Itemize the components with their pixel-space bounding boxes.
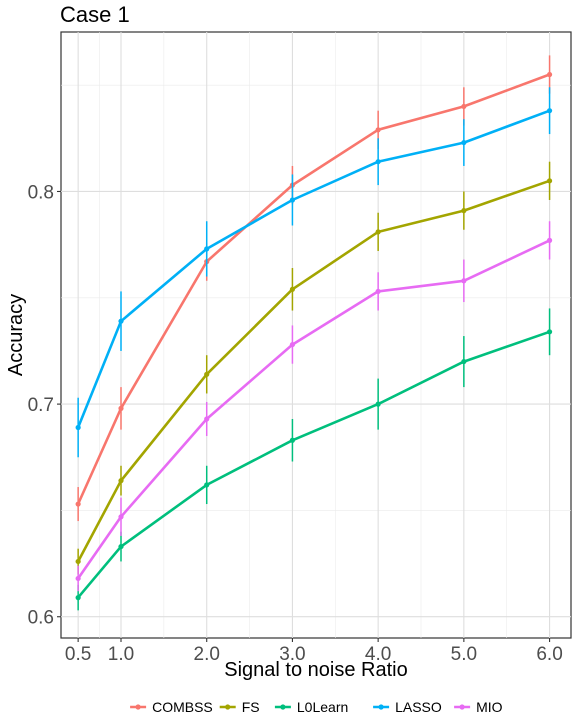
legend-item-combss: COMBSS: [130, 699, 213, 715]
data-point: [289, 341, 296, 348]
data-point: [546, 329, 553, 335]
plot-panel: [60, 31, 572, 639]
y-tick-label: 0.8: [28, 182, 54, 203]
x-tick-label: 3.0: [279, 644, 305, 665]
data-point: [375, 159, 381, 165]
data-point: [118, 405, 124, 411]
x-axis-title: Signal to noise Ratio: [224, 659, 407, 681]
legend-key-point: [225, 704, 231, 710]
series-layer: [75, 55, 553, 611]
data-point: [289, 286, 296, 292]
legend-label: MIO: [476, 699, 503, 715]
data-point: [204, 371, 210, 377]
data-point: [461, 278, 467, 284]
x-axis-ticks: 0.5 1.0 2.0 3.0 4.0 5.0 6.0: [65, 638, 563, 665]
data-point: [75, 424, 81, 431]
data-point: [546, 71, 553, 78]
legend-label: FS: [242, 699, 260, 715]
legend-item-lasso: LASSO: [373, 699, 442, 715]
data-point: [289, 197, 296, 203]
data-point: [118, 514, 124, 520]
data-point: [204, 416, 210, 422]
data-point: [546, 237, 553, 243]
data-point: [461, 208, 467, 214]
data-point: [204, 246, 210, 252]
data-point: [461, 103, 467, 110]
legend-key-point: [135, 704, 141, 710]
legend-label: COMBSS: [152, 699, 213, 715]
series-lasso: [75, 87, 553, 458]
data-point: [546, 178, 553, 184]
data-point: [75, 575, 81, 582]
series-l0learn: [75, 308, 553, 611]
x-tick-label: 6.0: [536, 644, 562, 665]
legend-label: L0Learn: [297, 699, 348, 715]
legend-key-point: [459, 704, 465, 710]
legend-label: LASSO: [395, 699, 442, 715]
data-point: [118, 318, 124, 324]
data-point: [75, 501, 81, 507]
data-point: [118, 543, 124, 550]
data-point: [546, 108, 553, 114]
data-point: [461, 358, 467, 365]
y-tick-label: 0.6: [28, 608, 54, 629]
y-tick-label: 0.7: [28, 395, 54, 416]
legend: COMBSS FS L0Learn LASSO MIO: [130, 699, 503, 715]
x-tick-label: 2.0: [194, 644, 220, 665]
series-mio: [75, 221, 553, 592]
chart-title: Case 1: [60, 2, 130, 27]
data-point: [75, 595, 81, 601]
x-tick-label: 4.0: [365, 644, 391, 665]
data-point: [461, 139, 467, 146]
legend-key-point: [378, 704, 384, 710]
x-tick-label: 0.5: [65, 644, 91, 665]
data-point: [375, 229, 381, 235]
x-tick-label: 1.0: [108, 644, 134, 665]
data-point: [375, 288, 381, 295]
data-point: [375, 401, 381, 407]
y-axis-ticks: 0.6 0.7 0.8: [28, 182, 61, 629]
legend-item-fs: FS: [219, 699, 260, 715]
data-point: [204, 482, 210, 488]
legend-item-mio: MIO: [454, 699, 503, 715]
legend-key-point: [280, 704, 286, 710]
data-point: [375, 127, 381, 133]
x-tick-label: 5.0: [451, 644, 477, 665]
data-point: [75, 558, 81, 565]
y-axis-title: Accuracy: [5, 294, 27, 376]
data-point: [118, 478, 124, 484]
data-point: [289, 437, 296, 443]
legend-item-l0learn: L0Learn: [274, 699, 348, 715]
